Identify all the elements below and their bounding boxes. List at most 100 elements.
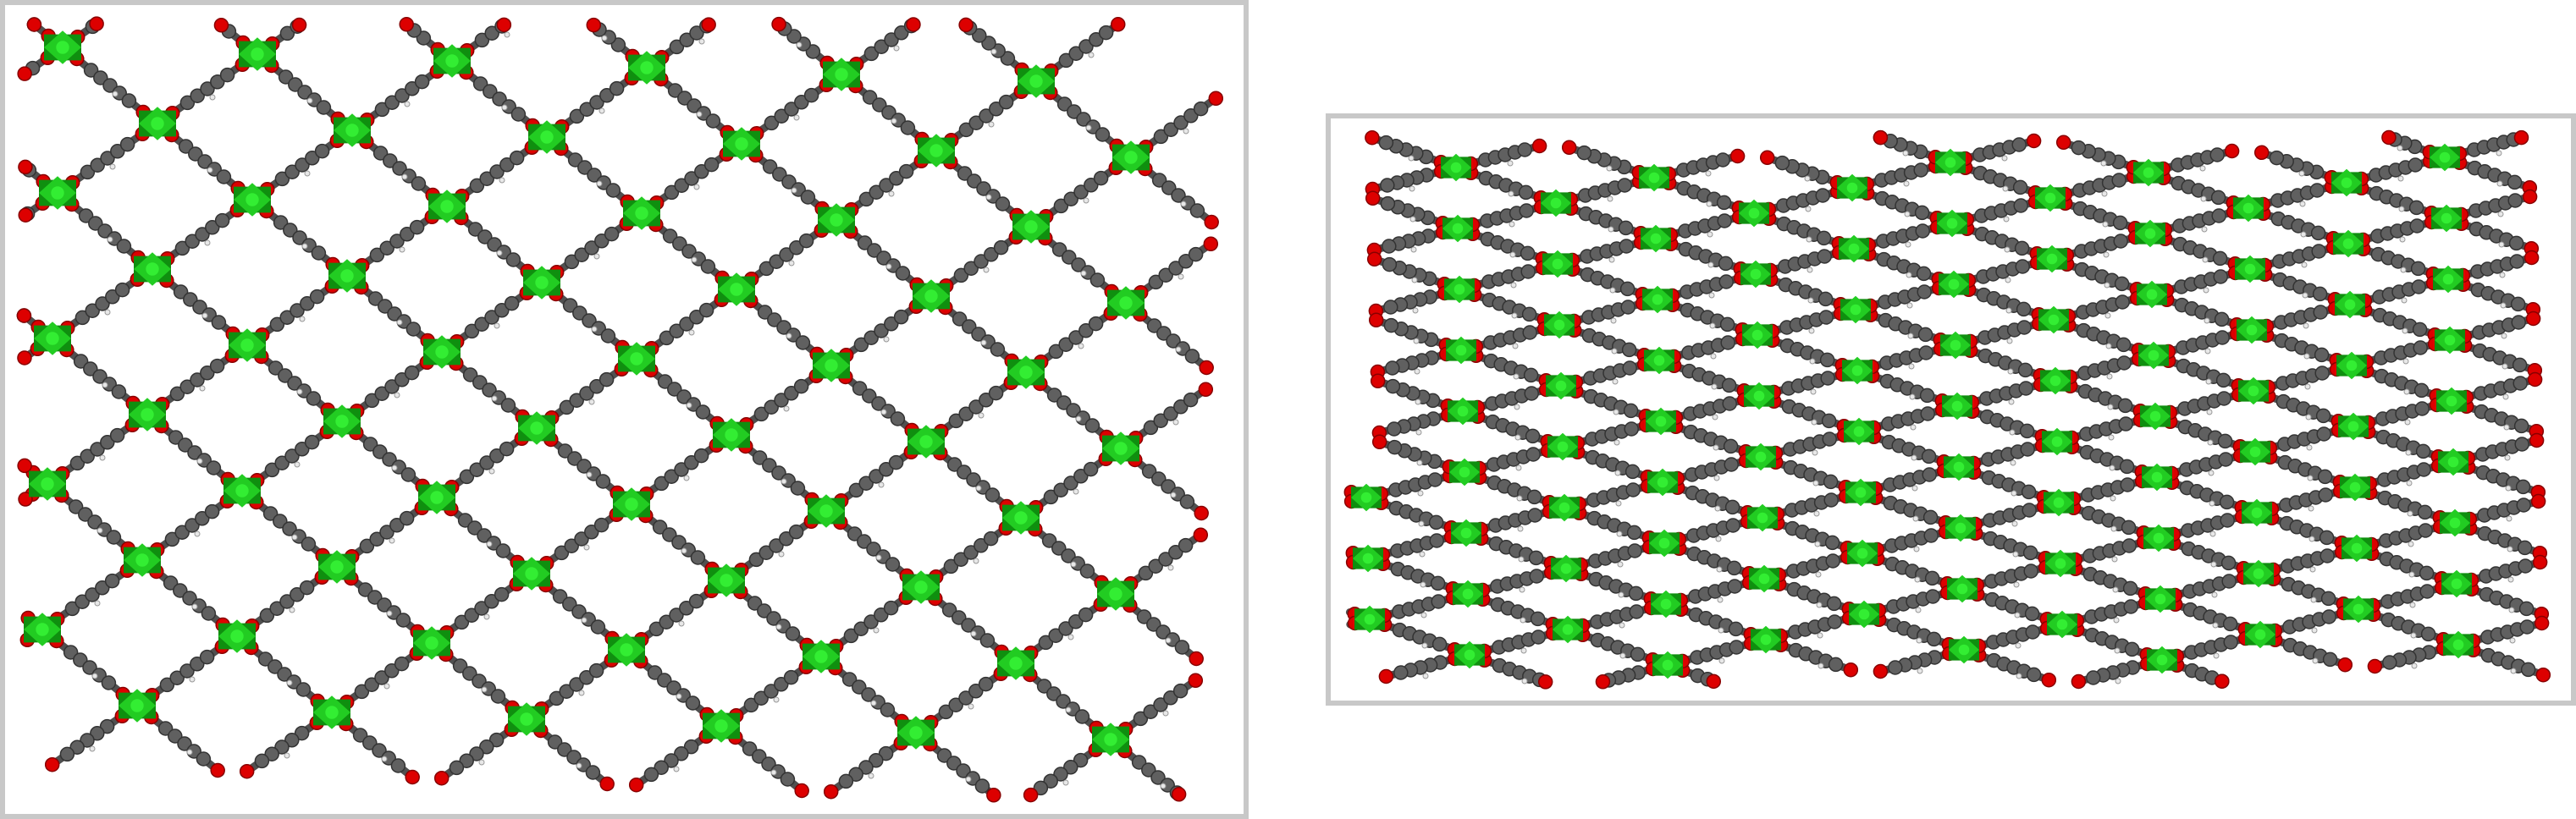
carbon-atom [1048,344,1064,360]
carbon-atom [78,208,94,223]
hydrogen-atom [880,409,887,415]
linker [923,666,1009,730]
linker [254,349,335,418]
carbon-atom [958,122,974,138]
linker [1569,444,1656,485]
hydrogen-atom [2008,399,2015,405]
carbon-atom [769,254,784,269]
linker [2059,256,2145,297]
hydrogen-atom [2200,195,2207,202]
carbon-atom [311,245,327,261]
carbon-atom [1058,52,1074,69]
carbon-atom [1184,349,1200,364]
carbon-atom [898,163,914,179]
carbon-atom [1089,272,1106,288]
hydrogen-atom [2213,652,2220,659]
hydrogen-atom [286,679,293,686]
carbon-atom [2213,269,2228,284]
linker [2360,424,2446,464]
hydrogen-atom [2403,388,2410,395]
linker [439,646,520,716]
linker [843,153,929,217]
hydrogen-atom [1062,779,1069,786]
carbon-atom [569,108,585,124]
carbon-atom [774,393,789,408]
metal-node [1652,651,1683,679]
carbon-atom [674,178,689,193]
carbon-atom [957,464,972,480]
metal-atom [720,574,733,587]
metal-atom [1562,624,1574,635]
hydrogen-atom [481,686,488,693]
linker [1573,539,1658,573]
carbon-atom [1525,447,1541,462]
carbon-atom [881,105,896,120]
carbon-atom [379,525,394,540]
metal-atom [814,650,828,663]
carbon-atom [952,610,967,625]
hydrogen-atom [2109,464,2115,471]
carbon-atom [479,171,494,186]
carbon-atom [2124,641,2140,657]
hydrogen-atom [1817,632,1823,639]
carbon-atom [2111,173,2126,188]
carbon-atom [1718,274,1734,289]
hydrogen-atom [1509,221,1515,228]
carbon-atom [2016,301,2032,317]
carbon-atom [462,367,478,382]
linker [2355,214,2440,248]
oxygen-atom [16,308,32,323]
linker [444,431,530,495]
hydrogen-atom [2401,297,2408,304]
carbon-atom [766,611,781,626]
carbon-atom [695,404,711,420]
linker [354,209,440,273]
metal-node [1746,442,1776,471]
metal-atom [1560,563,1572,574]
carbon-atom [1623,403,1639,419]
carbon-atom [1143,420,1159,436]
carbon-atom [2513,376,2528,391]
metal-node [2430,143,2460,172]
linker [1043,85,1124,154]
carbon-atom [187,445,202,460]
linker [2453,189,2538,223]
hydrogen-atom [2009,429,2016,436]
linker [1470,382,1554,415]
hydrogen-atom [1815,571,1822,578]
carbon-atom [2321,609,2336,624]
linker [1771,576,1857,617]
hydrogen-atom [2013,581,2020,588]
carbon-atom [2515,479,2531,495]
carbon-atom [168,430,184,445]
hydrogen-atom [2311,627,2318,634]
hydrogen-atom [1813,510,1820,517]
hydrogen-atom [1415,429,1422,436]
linker [648,217,730,286]
hydrogen-atom [1805,206,1812,212]
carbon-atom [2122,580,2138,596]
hydrogen-atom [1515,464,1522,471]
carbon-atom [1723,438,1739,454]
carbon-atom [383,153,398,168]
linker [1138,161,1219,230]
carbon-atom [564,538,579,553]
carbon-atom [2011,137,2027,152]
linker [1569,417,1654,451]
linker [1370,373,1456,414]
carbon-atom [2322,651,2338,668]
metal-node [1107,286,1145,320]
hydrogen-atom [893,45,900,52]
hydrogen-atom [1160,783,1167,789]
carbon-atom [1043,489,1059,505]
metal-node [2045,549,2076,578]
linker [254,278,340,343]
carbon-atom [178,139,194,154]
linker [838,369,919,438]
hydrogen-atom [1607,195,1613,202]
linker [848,78,929,147]
hydrogen-atom [2107,404,2114,410]
carbon-atom [299,580,315,596]
carbon-atom [405,81,420,96]
carbon-atom [1630,646,1646,662]
